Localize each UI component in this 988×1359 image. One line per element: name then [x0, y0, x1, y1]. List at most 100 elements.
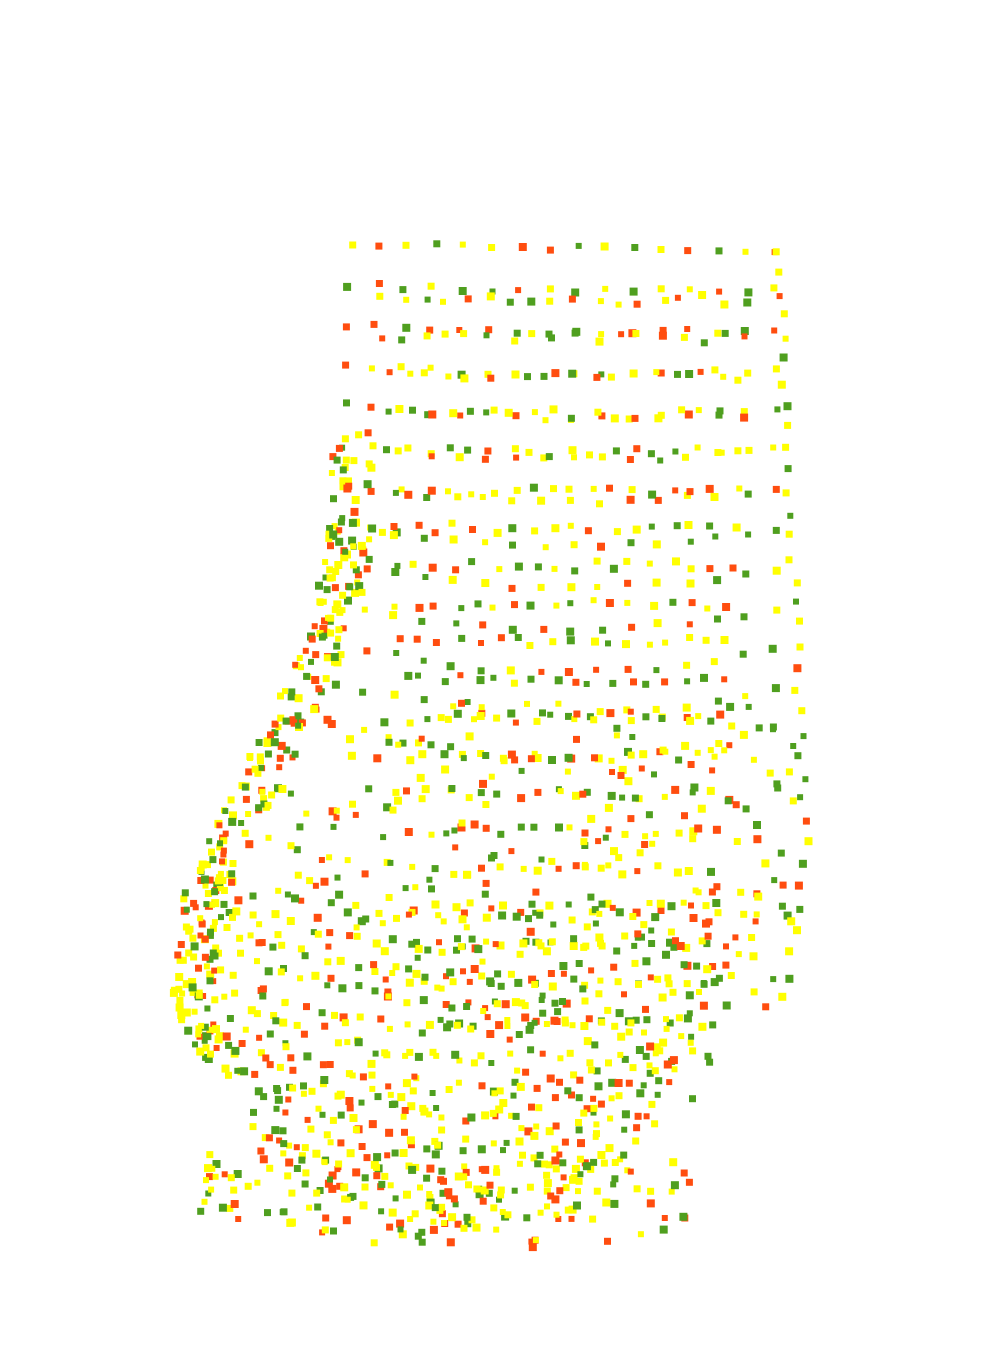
cloud-point	[634, 934, 641, 941]
cloud-point	[468, 935, 476, 943]
cloud-point	[499, 1099, 508, 1107]
cloud-point	[312, 651, 320, 659]
cloud-point	[282, 717, 290, 725]
cloud-point	[255, 939, 263, 947]
cloud-point	[776, 293, 783, 300]
cloud-point	[729, 564, 737, 572]
cloud-point	[374, 1093, 382, 1101]
cloud-point	[254, 958, 260, 965]
cloud-point	[657, 907, 665, 914]
cloud-point	[593, 557, 601, 565]
cloud-point	[225, 909, 233, 916]
cloud-point	[490, 1140, 497, 1147]
cloud-point	[715, 740, 723, 747]
cloud-point	[572, 791, 580, 800]
cloud-point	[576, 1076, 584, 1084]
cloud-point	[303, 810, 310, 817]
cloud-point	[478, 1082, 486, 1090]
cloud-point	[401, 1128, 408, 1136]
cloud-point	[518, 767, 525, 774]
cloud-point	[629, 1064, 637, 1072]
cloud-point	[418, 1029, 426, 1037]
cloud-point	[706, 522, 714, 530]
cloud-point	[384, 988, 392, 996]
cloud-point	[331, 606, 339, 614]
cloud-point	[499, 901, 507, 910]
cloud-point	[667, 928, 675, 936]
cloud-point	[668, 1188, 675, 1195]
cloud-point	[327, 629, 335, 637]
cloud-point	[277, 741, 286, 750]
cloud-point	[752, 918, 759, 925]
cloud-point	[659, 746, 667, 754]
cloud-point	[675, 756, 683, 764]
cloud-point	[658, 993, 667, 1002]
cloud-point	[711, 753, 718, 760]
cloud-point	[771, 327, 778, 334]
cloud-point	[428, 831, 435, 838]
cloud-point	[710, 493, 719, 501]
cloud-point	[706, 1058, 714, 1066]
cloud-point	[610, 963, 618, 971]
cloud-point	[288, 688, 296, 696]
cloud-point	[565, 712, 572, 720]
cloud-point	[195, 1031, 202, 1038]
cloud-point	[774, 784, 782, 792]
cloud-point	[680, 899, 687, 906]
cloud-point	[598, 371, 605, 378]
cloud-point	[647, 974, 654, 981]
cloud-point	[454, 935, 461, 943]
cloud-point	[750, 756, 757, 763]
cloud-point	[534, 788, 542, 796]
cloud-point	[604, 1237, 611, 1245]
cloud-point	[260, 800, 268, 808]
cloud-point	[572, 862, 580, 870]
cloud-point	[234, 896, 243, 905]
cloud-point	[454, 493, 462, 501]
cloud-point	[652, 578, 661, 587]
cloud-point	[271, 729, 279, 737]
cloud-point	[449, 535, 458, 544]
cloud-point	[452, 1201, 459, 1208]
cloud-point	[493, 1168, 501, 1176]
cloud-point	[739, 650, 747, 658]
cloud-point	[481, 455, 489, 463]
cloud-point	[394, 796, 402, 805]
cloud-point	[716, 407, 724, 415]
cloud-point	[627, 708, 634, 715]
cloud-point	[424, 946, 432, 954]
cloud-point	[327, 1176, 333, 1183]
cloud-point	[525, 915, 532, 923]
cloud-point	[508, 848, 515, 855]
cloud-point	[188, 978, 197, 986]
cloud-point	[408, 1165, 417, 1174]
cloud-point	[185, 949, 193, 957]
cloud-point	[418, 1238, 426, 1246]
cloud-point	[486, 1181, 494, 1189]
cloud-point	[579, 790, 587, 798]
cloud-point	[689, 835, 697, 843]
cloud-point	[340, 1183, 349, 1192]
cloud-point	[446, 968, 455, 977]
cloud-point	[683, 661, 691, 669]
cloud-point	[493, 1000, 501, 1008]
cloud-point	[718, 449, 725, 456]
cloud-point	[331, 680, 340, 689]
cloud-point	[642, 833, 649, 840]
cloud-point	[399, 1149, 408, 1157]
cloud-point	[607, 791, 616, 800]
cloud-point	[249, 892, 257, 900]
cloud-point	[323, 586, 331, 594]
cloud-point	[672, 487, 679, 494]
cloud-point	[211, 919, 218, 926]
cloud-point	[230, 1200, 239, 1208]
cloud-point	[734, 376, 742, 384]
cloud-point	[460, 909, 468, 917]
cloud-point	[357, 541, 366, 550]
cloud-point	[370, 1239, 378, 1247]
cloud-point	[508, 625, 517, 634]
cloud-point	[389, 531, 398, 540]
cloud-point	[385, 738, 393, 746]
cloud-point	[560, 1174, 567, 1181]
cloud-point	[441, 678, 449, 686]
